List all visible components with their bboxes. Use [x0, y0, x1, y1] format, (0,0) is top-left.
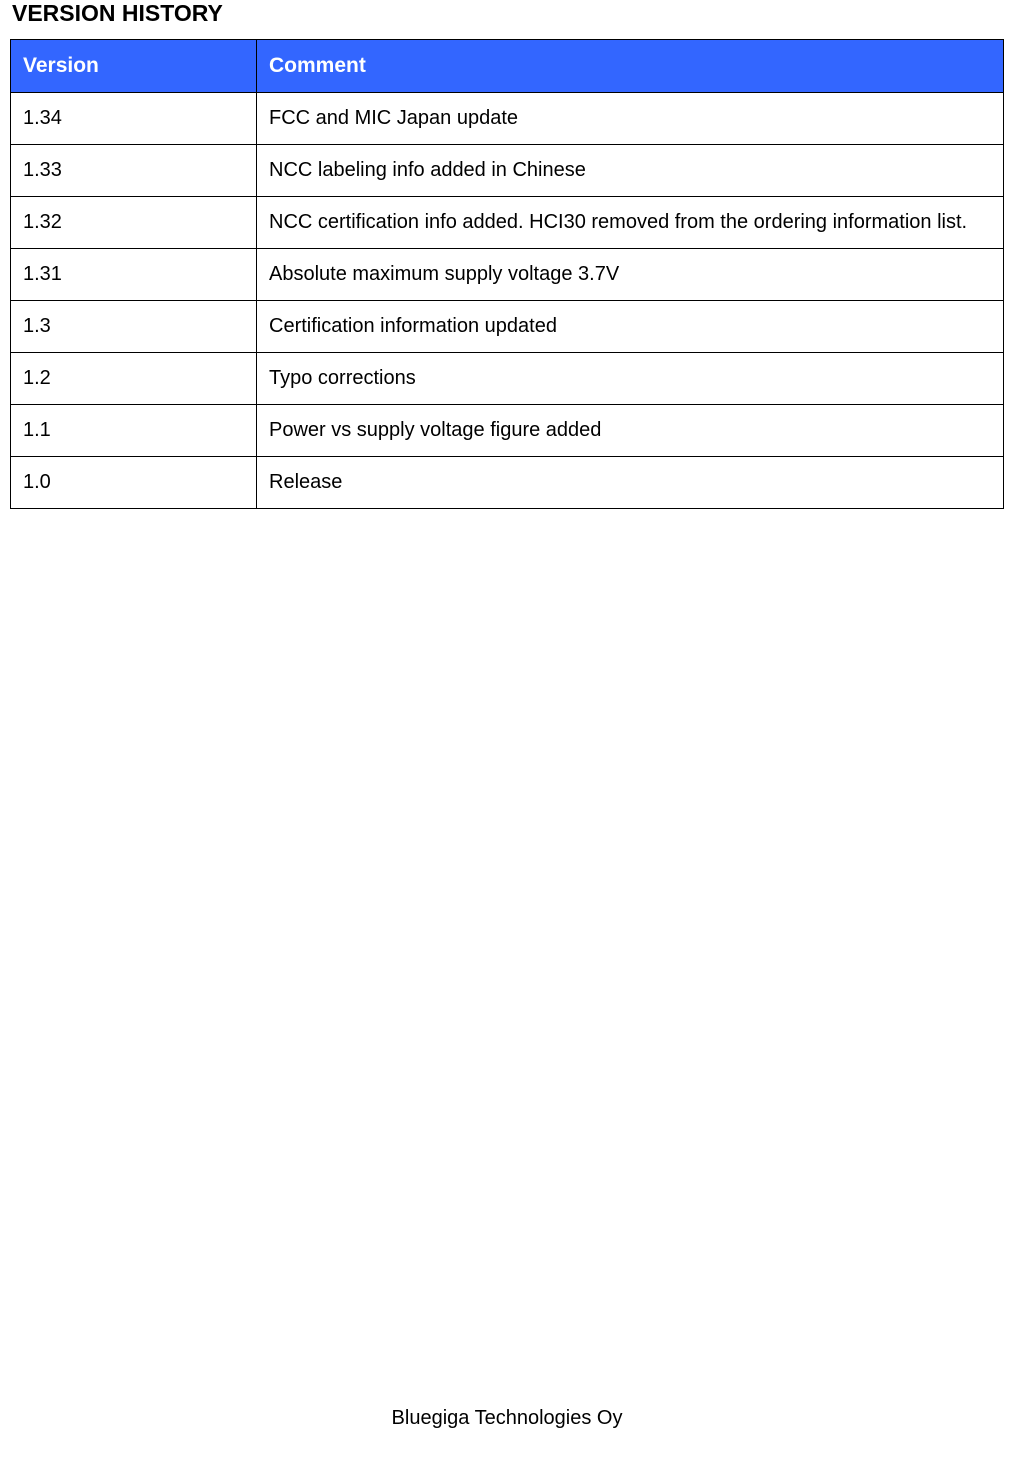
- cell-comment: Typo corrections: [257, 353, 1004, 405]
- table-row: 1.3 Certification information updated: [11, 301, 1004, 353]
- cell-comment: Absolute maximum supply voltage 3.7V: [257, 249, 1004, 301]
- section-heading: VERSION HISTORY: [10, 0, 1004, 27]
- table-row: 1.34 FCC and MIC Japan update: [11, 93, 1004, 145]
- table-row: 1.1 Power vs supply voltage figure added: [11, 405, 1004, 457]
- cell-version: 1.33: [11, 145, 257, 197]
- cell-version: 1.34: [11, 93, 257, 145]
- table-row: 1.31 Absolute maximum supply voltage 3.7…: [11, 249, 1004, 301]
- table-row: 1.33 NCC labeling info added in Chinese: [11, 145, 1004, 197]
- footer-text: Bluegiga Technologies Oy: [0, 1407, 1014, 1430]
- column-header-version: Version: [11, 40, 257, 93]
- cell-comment: Release: [257, 457, 1004, 509]
- cell-comment: NCC labeling info added in Chinese: [257, 145, 1004, 197]
- table-row: 1.32 NCC certification info added. HCI30…: [11, 197, 1004, 249]
- cell-version: 1.31: [11, 249, 257, 301]
- cell-version: 1.32: [11, 197, 257, 249]
- version-history-table: Version Comment 1.34 FCC and MIC Japan u…: [10, 39, 1004, 509]
- cell-comment: Power vs supply voltage figure added: [257, 405, 1004, 457]
- column-header-comment: Comment: [257, 40, 1004, 93]
- cell-version: 1.1: [11, 405, 257, 457]
- table-header-row: Version Comment: [11, 40, 1004, 93]
- cell-comment: Certification information updated: [257, 301, 1004, 353]
- cell-version: 1.3: [11, 301, 257, 353]
- cell-comment: NCC certification info added. HCI30 remo…: [257, 197, 1004, 249]
- table-row: 1.2 Typo corrections: [11, 353, 1004, 405]
- cell-version: 1.0: [11, 457, 257, 509]
- cell-version: 1.2: [11, 353, 257, 405]
- cell-comment: FCC and MIC Japan update: [257, 93, 1004, 145]
- table-row: 1.0 Release: [11, 457, 1004, 509]
